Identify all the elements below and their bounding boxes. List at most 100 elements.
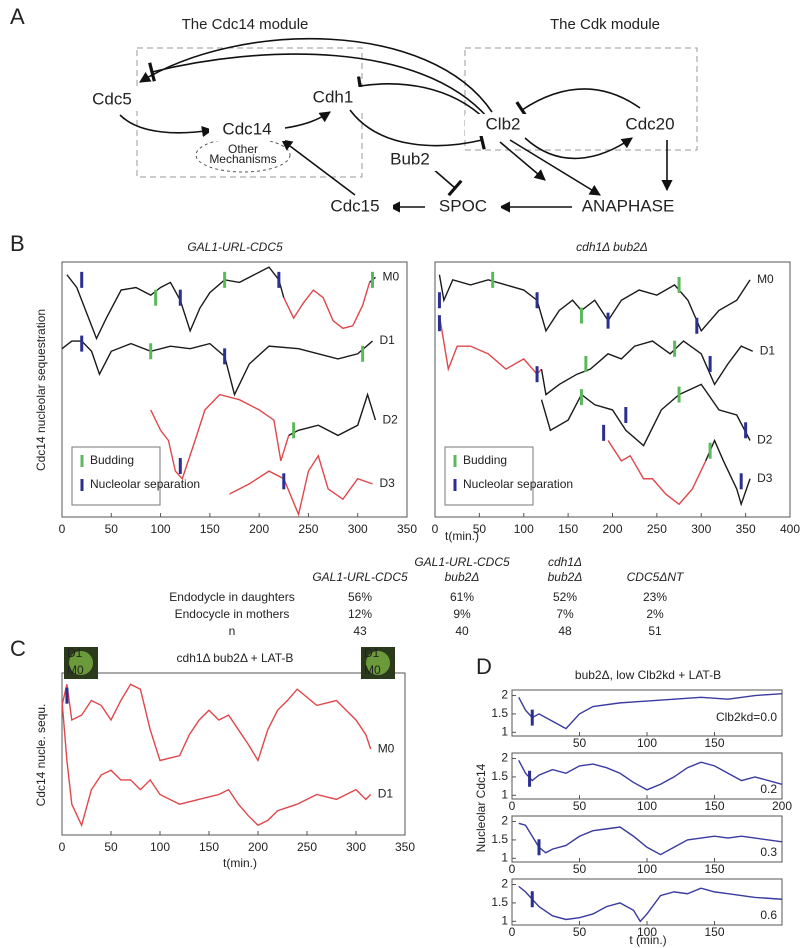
- row-label: n: [229, 624, 236, 638]
- chart-title: cdh1Δ bub2Δ + LAT-B: [177, 651, 294, 665]
- node-label: Bub2: [390, 149, 430, 168]
- table-cell: 9%: [453, 607, 471, 621]
- x-tick-label: 50: [573, 736, 587, 750]
- data-line: [518, 885, 783, 923]
- inhibition: [431, 167, 463, 197]
- row-label: Endodycle in daughters: [169, 590, 294, 604]
- node-bg: [295, 87, 371, 109]
- y-tick-label: 1.5: [491, 895, 508, 909]
- node-bg: [612, 114, 688, 136]
- chart-title: cdh1Δ bub2Δ: [576, 240, 648, 254]
- node-label: ANAPHASE: [582, 196, 675, 215]
- annotation: 0.2: [760, 782, 777, 796]
- x-tick-label: 50: [473, 522, 487, 536]
- series-label: D3: [757, 471, 773, 485]
- series-label: D2: [757, 433, 773, 447]
- panel-label: B: [10, 231, 25, 256]
- annotation: 0.3: [760, 845, 777, 859]
- column-header: GAL1-URL-CDC5: [312, 570, 408, 584]
- data-line: [150, 393, 290, 481]
- panel-label: A: [10, 4, 25, 29]
- module-title: The Cdk module: [550, 16, 660, 33]
- y-tick-label: 2: [501, 877, 508, 891]
- legend-label: Budding: [463, 453, 507, 467]
- series-label: M0: [757, 272, 774, 286]
- y-tick-label: 1: [501, 724, 508, 738]
- x-tick-label: 0: [509, 862, 516, 876]
- table-cell: 2%: [646, 607, 664, 621]
- plot-frame: [511, 752, 783, 800]
- data-line: [229, 454, 373, 517]
- node-label: Cdc15: [330, 196, 379, 215]
- x-tick-label: 200: [248, 840, 268, 854]
- node-bg: [372, 149, 448, 171]
- x-tick-label: 100: [637, 736, 657, 750]
- x-tick-label: 300: [691, 522, 711, 536]
- x-tick-label: 350: [395, 840, 415, 854]
- column-header: bub2Δ: [445, 570, 480, 584]
- y-tick-label: 1.5: [491, 769, 508, 783]
- x-tick-label: 100: [150, 840, 170, 854]
- legend-label: Nucleolar separation: [90, 477, 200, 491]
- chart-title: bub2Δ, low Clb2kd + LAT-B: [575, 668, 721, 682]
- data-line: [61, 700, 372, 828]
- module-box: [136, 47, 363, 178]
- node-label: Cdh1: [313, 87, 354, 106]
- inhibition: [148, 53, 489, 119]
- plot-frame: [511, 878, 783, 926]
- node-label: Cdc20: [625, 114, 674, 133]
- x-axis-label: t (min.): [629, 933, 666, 947]
- data-line: [705, 438, 751, 507]
- inset-cell: [69, 651, 93, 675]
- other-label: Other: [228, 142, 258, 156]
- data-line: [438, 315, 543, 376]
- table-cell: 7%: [556, 607, 574, 621]
- data-line: [518, 760, 783, 791]
- x-tick-label: 150: [200, 522, 220, 536]
- node-bg: [209, 119, 285, 141]
- inhibition: [349, 109, 486, 150]
- table-cell: 43: [353, 624, 367, 638]
- column-header: cdh1Δ: [548, 555, 582, 569]
- inset-cell: [366, 651, 390, 675]
- node-bg: [74, 89, 150, 111]
- data-line: [288, 392, 377, 437]
- data-line: [61, 340, 373, 397]
- x-tick-label: 0: [432, 522, 439, 536]
- y-tick-label: 2: [501, 814, 508, 828]
- x-tick-label: 100: [637, 862, 657, 876]
- plot-frame: [61, 261, 408, 518]
- x-tick-label: 100: [637, 799, 657, 813]
- table-cell: 51: [648, 624, 662, 638]
- legend-box: [444, 446, 534, 506]
- arrow: [509, 139, 601, 196]
- x-tick-label: 150: [704, 799, 724, 813]
- x-tick-label: 150: [199, 840, 219, 854]
- inset-label: D1: [67, 646, 83, 660]
- series-label: D3: [380, 476, 396, 490]
- data-line: [518, 692, 783, 730]
- module-title: The Cdc14 module: [182, 16, 309, 33]
- y-axis-label: Nucleolar Cdc14: [474, 763, 488, 852]
- module-box: [464, 47, 698, 151]
- x-tick-label: 150: [558, 522, 578, 536]
- x-tick-label: 50: [105, 522, 119, 536]
- table-cell: 12%: [348, 607, 372, 621]
- legend-box: [71, 446, 161, 506]
- legend-label: Nucleolar separation: [463, 477, 573, 491]
- data-line: [540, 383, 751, 447]
- x-tick-label: 0: [509, 925, 516, 939]
- x-tick-label: 50: [573, 925, 587, 939]
- table-cell: 23%: [643, 590, 667, 604]
- data-line: [283, 282, 371, 330]
- x-tick-label: 400: [780, 522, 800, 536]
- data-line: [518, 822, 783, 856]
- plot-frame: [511, 815, 783, 863]
- y-tick-label: 1: [501, 913, 508, 927]
- series-label: M0: [378, 741, 395, 755]
- arrow: [499, 141, 546, 181]
- node-bg: [317, 196, 393, 218]
- x-tick-label: 0: [509, 799, 516, 813]
- x-tick-label: 0: [59, 522, 66, 536]
- series-label: D1: [760, 343, 776, 357]
